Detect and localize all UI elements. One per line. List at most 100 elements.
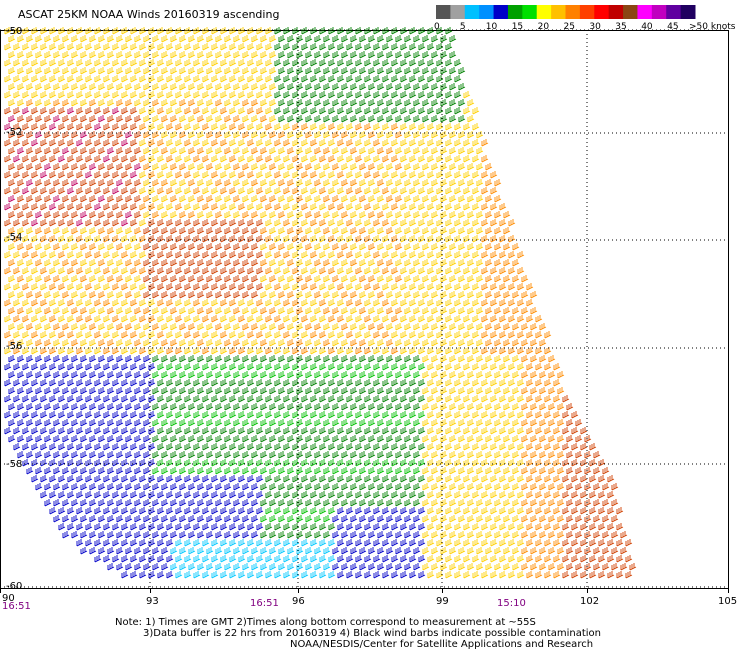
wind-barb <box>310 235 318 243</box>
wind-barb <box>269 147 277 155</box>
wind-barb <box>166 299 174 307</box>
wind-barb <box>107 51 115 59</box>
wind-barb <box>368 35 376 43</box>
wind-barb <box>539 355 547 363</box>
wind-barb <box>386 259 394 267</box>
wind-barb <box>274 331 282 339</box>
wind-barb <box>152 291 160 299</box>
wind-barb <box>265 203 273 211</box>
wind-barb <box>391 411 399 419</box>
wind-barb <box>85 491 93 499</box>
wind-barb <box>175 491 183 499</box>
wind-barb <box>238 43 246 51</box>
wind-barb <box>562 475 570 483</box>
wind-barb <box>188 83 196 91</box>
wind-barb <box>242 259 250 267</box>
wind-barb <box>80 499 88 507</box>
wind-barb <box>332 339 340 347</box>
wind-barb <box>247 123 255 131</box>
wind-barb <box>319 491 327 499</box>
wind-barb <box>409 459 417 467</box>
wind-barb <box>323 339 331 347</box>
wind-barb <box>593 499 601 507</box>
wind-barb <box>44 467 52 475</box>
wind-barb <box>242 163 250 171</box>
wind-barb <box>62 131 70 139</box>
wind-barb <box>40 171 48 179</box>
wind-barb <box>103 491 111 499</box>
wind-barb <box>233 179 241 187</box>
wind-barb <box>377 403 385 411</box>
wind-barb <box>121 475 129 483</box>
wind-barb <box>35 211 43 219</box>
wind-barb <box>580 539 588 547</box>
wind-barb <box>166 379 174 387</box>
wind-barb <box>382 331 390 339</box>
wind-barb <box>175 155 183 163</box>
wind-barb <box>31 395 39 403</box>
wind-barb <box>386 179 394 187</box>
wind-barb <box>116 227 124 235</box>
wind-barb <box>98 499 106 507</box>
wind-barb <box>139 347 147 355</box>
wind-barb <box>346 539 354 547</box>
wind-barb <box>35 83 43 91</box>
wind-barb <box>377 99 385 107</box>
wind-barb <box>278 259 286 267</box>
wind-barb <box>116 515 124 523</box>
wind-barb <box>112 139 120 147</box>
wind-barb <box>449 547 457 555</box>
wind-barb <box>319 107 327 115</box>
wind-barb <box>67 139 75 147</box>
wind-barb <box>418 411 426 419</box>
wind-barb <box>467 323 475 331</box>
wind-barb <box>418 283 426 291</box>
wind-barb <box>296 339 304 347</box>
wind-barb <box>247 459 255 467</box>
wind-barb <box>463 571 471 579</box>
wind-barb <box>283 27 291 35</box>
wind-barb <box>134 179 142 187</box>
wind-barb <box>238 139 246 147</box>
wind-barb <box>292 139 300 147</box>
wind-barb <box>346 363 354 371</box>
wind-barb <box>49 283 57 291</box>
wind-barb <box>161 467 169 475</box>
wind-barb <box>386 227 394 235</box>
wind-barb <box>350 275 358 283</box>
wind-barb <box>233 83 241 91</box>
wind-barb <box>458 419 466 427</box>
wind-barb <box>359 291 367 299</box>
wind-barb <box>121 27 129 35</box>
wind-barb <box>215 339 223 347</box>
wind-barb <box>467 339 475 347</box>
wind-barb <box>422 51 430 59</box>
wind-barb <box>350 67 358 75</box>
wind-barb <box>499 411 507 419</box>
wind-barb <box>94 219 102 227</box>
wind-barb <box>71 515 79 523</box>
wind-barb <box>278 147 286 155</box>
wind-barb <box>377 339 385 347</box>
wind-barb <box>449 83 457 91</box>
wind-barb <box>67 187 75 195</box>
wind-barb <box>368 483 376 491</box>
wind-barb <box>413 419 421 427</box>
wind-barb <box>404 435 412 443</box>
wind-barb <box>445 75 453 83</box>
wind-barb <box>103 379 111 387</box>
wind-barb <box>116 371 124 379</box>
wind-barb <box>359 307 367 315</box>
wind-barb <box>283 187 291 195</box>
wind-barb <box>251 67 259 75</box>
wind-barb <box>193 411 201 419</box>
wind-barb <box>94 315 102 323</box>
wind-barb <box>314 563 322 571</box>
wind-barb <box>161 307 169 315</box>
wind-barb <box>301 379 309 387</box>
wind-barb <box>544 411 552 419</box>
wind-barb <box>377 547 385 555</box>
wind-barb <box>251 259 259 267</box>
wind-barb <box>445 299 453 307</box>
wind-barb <box>400 59 408 67</box>
